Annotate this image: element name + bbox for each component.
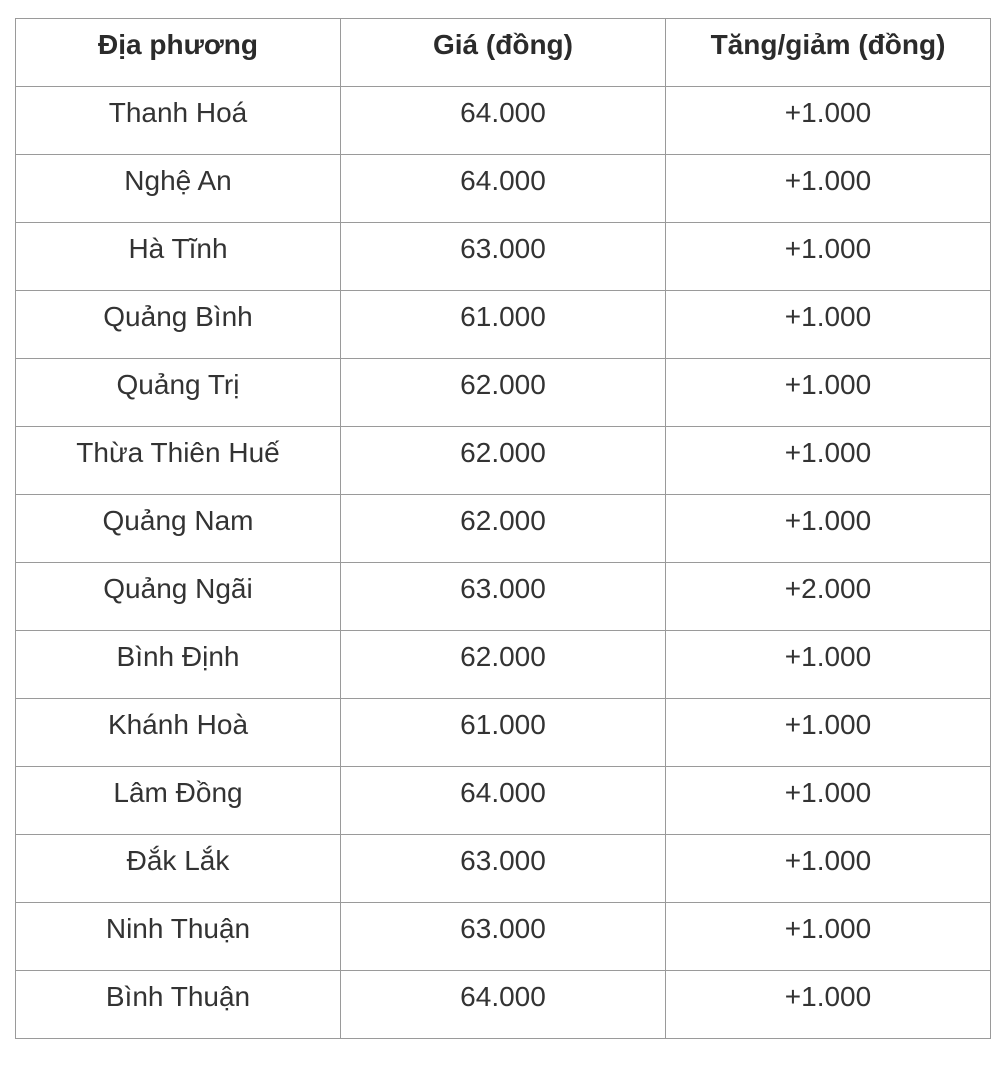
- price-cell: 62.000: [340, 494, 666, 563]
- change-cell: +1.000: [665, 86, 991, 155]
- locality-cell: Ninh Thuận: [15, 902, 341, 971]
- table-row: Ninh Thuận 63.000 +1.000: [15, 902, 991, 971]
- table-row: Hà Tĩnh 63.000 +1.000: [15, 222, 991, 291]
- change-cell: +1.000: [665, 630, 991, 699]
- locality-cell: Bình Định: [15, 630, 341, 699]
- price-cell: 63.000: [340, 834, 666, 903]
- change-cell: +1.000: [665, 902, 991, 971]
- table-row: Đắk Lắk 63.000 +1.000: [15, 834, 991, 903]
- table-row: Thừa Thiên Huế 62.000 +1.000: [15, 426, 991, 495]
- table-row: Thanh Hoá 64.000 +1.000: [15, 86, 991, 155]
- price-table: Địa phương Giá (đồng) Tăng/giảm (đồng) T…: [15, 18, 991, 1039]
- table-row: Quảng Bình 61.000 +1.000: [15, 290, 991, 359]
- change-cell: +1.000: [665, 358, 991, 427]
- price-cell: 62.000: [340, 358, 666, 427]
- price-cell: 62.000: [340, 630, 666, 699]
- locality-cell: Quảng Nam: [15, 494, 341, 563]
- locality-cell: Quảng Bình: [15, 290, 341, 359]
- locality-cell: Đắk Lắk: [15, 834, 341, 903]
- table-row: Quảng Nam 62.000 +1.000: [15, 494, 991, 563]
- change-cell: +2.000: [665, 562, 991, 631]
- column-header-change: Tăng/giảm (đồng): [665, 18, 991, 87]
- table-body: Thanh Hoá 64.000 +1.000 Nghệ An 64.000 +1.000…: [15, 86, 991, 1039]
- table-row: Nghệ An 64.000 +1.000: [15, 154, 991, 223]
- price-cell: 63.000: [340, 222, 666, 291]
- change-cell: +1.000: [665, 426, 991, 495]
- locality-cell: Khánh Hoà: [15, 698, 341, 767]
- price-cell: 61.000: [340, 290, 666, 359]
- table-row: Lâm Đồng 64.000 +1.000: [15, 766, 991, 835]
- locality-cell: Bình Thuận: [15, 970, 341, 1039]
- header-row: Địa phương Giá (đồng) Tăng/giảm (đồng): [15, 18, 991, 87]
- table-row: Bình Định 62.000 +1.000: [15, 630, 991, 699]
- table-row: Quảng Trị 62.000 +1.000: [15, 358, 991, 427]
- price-cell: 61.000: [340, 698, 666, 767]
- locality-cell: Thừa Thiên Huế: [15, 426, 341, 495]
- locality-cell: Hà Tĩnh: [15, 222, 341, 291]
- locality-cell: Quảng Ngãi: [15, 562, 341, 631]
- table-row: Bình Thuận 64.000 +1.000: [15, 970, 991, 1039]
- price-cell: 64.000: [340, 970, 666, 1039]
- price-cell: 62.000: [340, 426, 666, 495]
- change-cell: +1.000: [665, 494, 991, 563]
- change-cell: +1.000: [665, 834, 991, 903]
- table-header: Địa phương Giá (đồng) Tăng/giảm (đồng): [15, 18, 991, 87]
- column-header-price: Giá (đồng): [340, 18, 666, 87]
- price-cell: 63.000: [340, 902, 666, 971]
- price-cell: 64.000: [340, 766, 666, 835]
- price-cell: 64.000: [340, 154, 666, 223]
- change-cell: +1.000: [665, 766, 991, 835]
- table-row: Quảng Ngãi 63.000 +2.000: [15, 562, 991, 631]
- locality-cell: Lâm Đồng: [15, 766, 341, 835]
- change-cell: +1.000: [665, 290, 991, 359]
- locality-cell: Thanh Hoá: [15, 86, 341, 155]
- change-cell: +1.000: [665, 698, 991, 767]
- locality-cell: Quảng Trị: [15, 358, 341, 427]
- column-header-locality: Địa phương: [15, 18, 341, 87]
- price-cell: 64.000: [340, 86, 666, 155]
- price-cell: 63.000: [340, 562, 666, 631]
- change-cell: +1.000: [665, 222, 991, 291]
- change-cell: +1.000: [665, 154, 991, 223]
- locality-cell: Nghệ An: [15, 154, 341, 223]
- table-row: Khánh Hoà 61.000 +1.000: [15, 698, 991, 767]
- change-cell: +1.000: [665, 970, 991, 1039]
